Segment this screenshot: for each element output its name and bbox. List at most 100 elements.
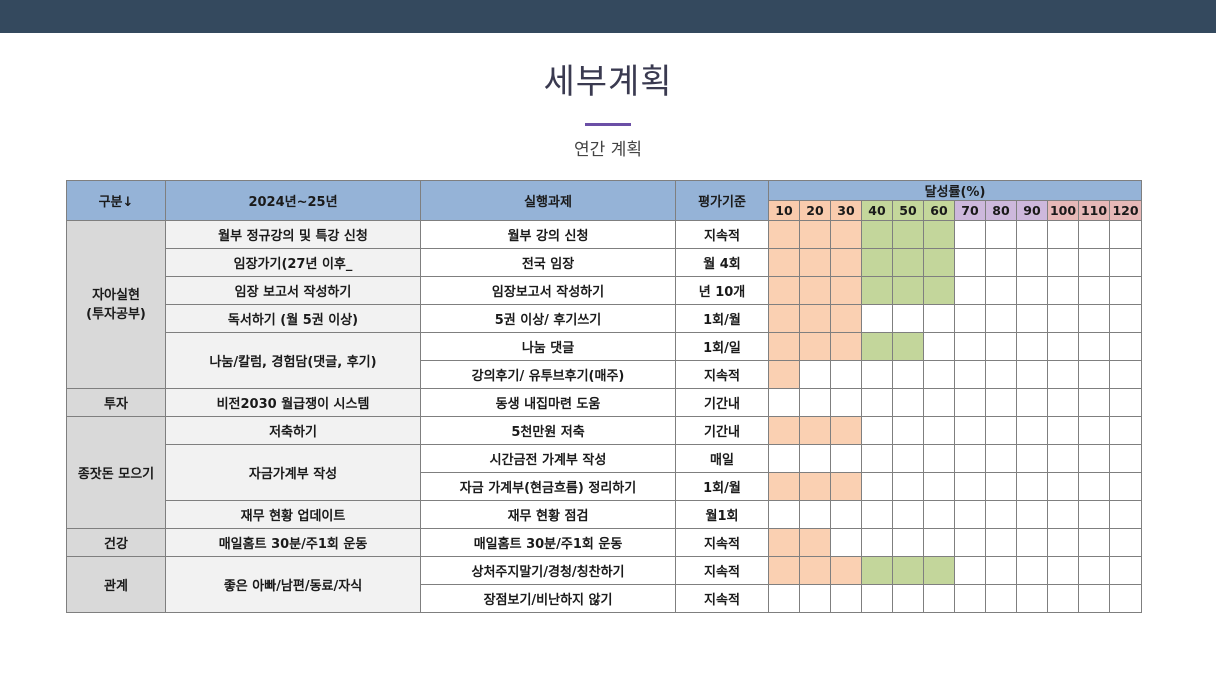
progress-cell bbox=[923, 220, 955, 249]
progress-cell bbox=[892, 360, 924, 389]
category-cell: 자아실현 (투자공부) bbox=[66, 220, 166, 389]
progress-cell bbox=[985, 416, 1017, 445]
progress-cell bbox=[768, 584, 800, 613]
progress-cell bbox=[861, 416, 893, 445]
progress-cell bbox=[830, 304, 862, 333]
criteria-cell: 지속적 bbox=[675, 360, 769, 389]
progress-cell bbox=[1109, 444, 1142, 473]
table-row: 관계 좋은 아빠/남편/동료/자식 상처주지말기/경청/칭찬하기 지속적 bbox=[66, 556, 1142, 613]
progress-cell bbox=[799, 472, 831, 501]
progress-cell bbox=[1109, 416, 1142, 445]
progress-cell bbox=[830, 388, 862, 417]
task-cell: 좋은 아빠/남편/동료/자식 bbox=[165, 556, 421, 613]
pct-header: 80 bbox=[985, 200, 1017, 221]
progress-cell bbox=[1047, 584, 1079, 613]
task-cell: 나눔/칼럼, 경험담(댓글, 후기) bbox=[165, 332, 421, 389]
progress-cell bbox=[1109, 360, 1142, 389]
progress-cell bbox=[892, 500, 924, 529]
progress-cell bbox=[1047, 416, 1079, 445]
progress-cell bbox=[799, 500, 831, 529]
progress-cell bbox=[1016, 416, 1048, 445]
table-row: 임장가기(27년 이후_ 전국 임장 월 4회 bbox=[67, 248, 1142, 277]
table-row: 독서하기 (월 5권 이상) 5권 이상/ 후기쓰기 1회/월 bbox=[67, 304, 1142, 333]
action-cell: 월부 강의 신청 bbox=[420, 220, 676, 249]
progress-cell bbox=[954, 304, 986, 333]
progress-cell bbox=[768, 444, 800, 473]
progress-cell bbox=[1016, 528, 1048, 557]
table-row: 나눔/칼럼, 경험담(댓글, 후기) 나눔 댓글 1회/일 bbox=[67, 332, 1142, 389]
criteria-cell: 월 4회 bbox=[675, 248, 769, 277]
table-row: 자아실현 (투자공부) 월부 정규강의 및 특강 신청 월부 강의 신청 지속적 bbox=[66, 220, 1142, 389]
progress-cell bbox=[1109, 472, 1142, 501]
pct-header: 60 bbox=[923, 200, 955, 221]
progress-cell bbox=[954, 220, 986, 249]
progress-cell bbox=[1016, 556, 1048, 585]
progress-cell bbox=[985, 584, 1017, 613]
progress-cell bbox=[768, 360, 800, 389]
header-criteria: 평가기준 bbox=[675, 180, 769, 221]
progress-cell bbox=[954, 388, 986, 417]
progress-cell bbox=[1078, 416, 1110, 445]
progress-cell bbox=[1109, 248, 1142, 277]
progress-cell bbox=[892, 220, 924, 249]
progress-cell bbox=[1078, 472, 1110, 501]
progress-cell bbox=[830, 500, 862, 529]
action-cell: 상처주지말기/경청/칭찬하기 bbox=[420, 556, 676, 585]
criteria-cell: 지속적 bbox=[675, 556, 769, 585]
progress-cell bbox=[799, 332, 831, 361]
progress-cell bbox=[799, 416, 831, 445]
action-cell: 강의후기/ 유투브후기(매주) bbox=[420, 360, 676, 389]
progress-cell bbox=[1047, 500, 1079, 529]
header-action: 실행과제 bbox=[420, 180, 676, 221]
progress-cell bbox=[1078, 528, 1110, 557]
progress-cell bbox=[861, 360, 893, 389]
progress-cell bbox=[768, 332, 800, 361]
progress-cell bbox=[830, 416, 862, 445]
progress-cell bbox=[799, 556, 831, 585]
task-cell: 임장가기(27년 이후_ bbox=[165, 248, 421, 277]
progress-cell bbox=[985, 332, 1017, 361]
category-cell: 투자 bbox=[66, 388, 166, 417]
progress-cell bbox=[861, 472, 893, 501]
progress-cell bbox=[861, 304, 893, 333]
category-cell: 관계 bbox=[66, 556, 166, 613]
progress-cell bbox=[892, 388, 924, 417]
table-row: 자금가계부 작성 시간금전 가계부 작성 매일 bbox=[67, 444, 1142, 501]
criteria-cell: 지속적 bbox=[675, 584, 769, 613]
progress-cell bbox=[892, 444, 924, 473]
progress-cell bbox=[799, 248, 831, 277]
progress-cell bbox=[923, 304, 955, 333]
progress-cell bbox=[954, 556, 986, 585]
progress-cell bbox=[954, 444, 986, 473]
pct-header: 90 bbox=[1016, 200, 1048, 221]
progress-cell bbox=[861, 220, 893, 249]
pct-header: 40 bbox=[861, 200, 893, 221]
table-row: 재무 현황 업데이트 재무 현황 점검 월1회 bbox=[67, 500, 1142, 529]
action-cell: 임장보고서 작성하기 bbox=[420, 276, 676, 305]
progress-cell bbox=[1016, 304, 1048, 333]
progress-cell bbox=[892, 584, 924, 613]
criteria-cell: 기간내 bbox=[675, 388, 769, 417]
progress-cell bbox=[799, 220, 831, 249]
criteria-cell: 기간내 bbox=[675, 416, 769, 445]
progress-cell bbox=[1109, 332, 1142, 361]
progress-cell bbox=[768, 528, 800, 557]
page-title: 세부계획 bbox=[543, 62, 673, 102]
progress-cell bbox=[923, 332, 955, 361]
task-cell: 월부 정규강의 및 특강 신청 bbox=[165, 220, 421, 249]
table-row: 강의후기/ 유투브후기(매주) 지속적 bbox=[67, 360, 1142, 389]
progress-cell bbox=[1109, 276, 1142, 305]
progress-cell bbox=[985, 500, 1017, 529]
progress-cell bbox=[830, 332, 862, 361]
action-cell: 재무 현황 점검 bbox=[420, 500, 676, 529]
progress-cell bbox=[1047, 528, 1079, 557]
progress-cell bbox=[1109, 304, 1142, 333]
progress-cell bbox=[768, 500, 800, 529]
progress-cell bbox=[954, 332, 986, 361]
task-cell: 매일홈트 30분/주1회 운동 bbox=[165, 528, 421, 557]
progress-cell bbox=[923, 472, 955, 501]
action-cell: 동생 내집마련 도움 bbox=[420, 388, 676, 417]
action-cell: 시간금전 가계부 작성 bbox=[420, 444, 676, 473]
progress-cell bbox=[861, 388, 893, 417]
progress-cell bbox=[768, 304, 800, 333]
